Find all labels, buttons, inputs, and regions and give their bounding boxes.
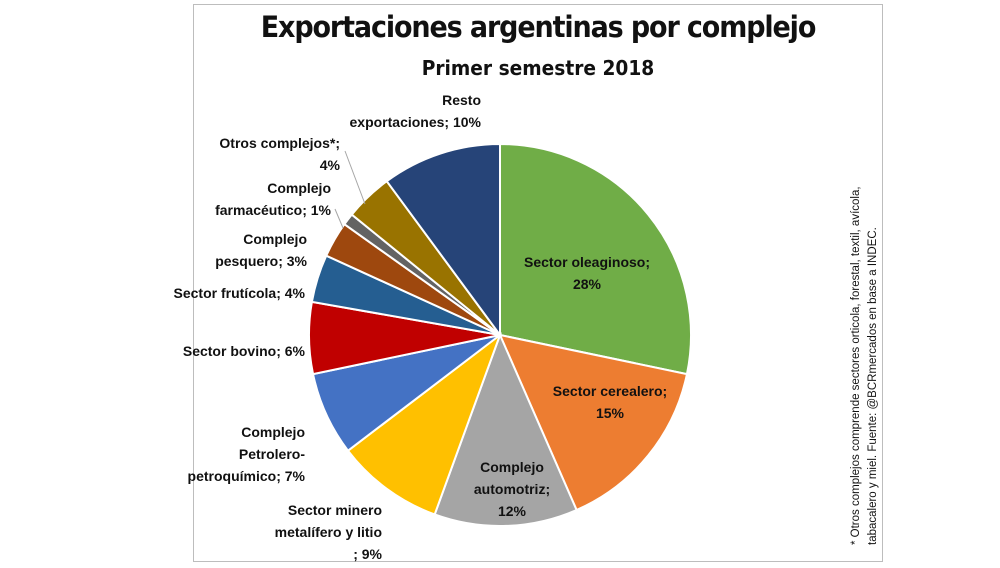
slice-label-line: Sector frutícola; 4% [174, 285, 306, 301]
pie-slice [346, 332, 503, 516]
slice-label: Sector minero metalífero y litio ; 9% [275, 502, 383, 562]
slice-label-line: 12% [498, 503, 527, 519]
slice-label: Complejo automotriz; 12% [474, 459, 550, 519]
slice-label-line: automotriz; [474, 481, 550, 497]
slice-label-line: Complejo [267, 180, 331, 196]
slice-label: Sector frutícola; 4% [174, 285, 306, 301]
slice-label-line: Complejo [241, 424, 305, 440]
slice-label: Sector bovino; 6% [183, 343, 306, 359]
slice-label: Sector oleaginoso; 28% [524, 254, 650, 292]
slice-label-line: ; 9% [353, 546, 382, 562]
slice-label-line: exportaciones; 10% [350, 114, 482, 130]
footnote-line-1: * Otros complejos comprende sectores ort… [850, 186, 862, 545]
slice-label-line: pesquero; 3% [215, 253, 307, 269]
slice-label-line: 15% [596, 405, 625, 421]
chart-subtitle: Primer semestre 2018 [421, 56, 655, 80]
slice-label: Complejo pesquero; 3% [215, 231, 307, 269]
slice-label-line: Petrolero- [239, 446, 305, 462]
footnote: * Otros complejos comprende sectores ort… [848, 105, 882, 545]
leader-line [334, 208, 344, 229]
slice-label: Complejo Petrolero-petroquímico; 7% [188, 424, 306, 484]
slice-label: Otros complejos*; 4% [219, 135, 340, 173]
slice-label: Complejo farmacéutico; 1% [215, 180, 331, 218]
pie-slice [498, 333, 689, 512]
slice-label-line: Complejo [480, 459, 544, 475]
chart-title: Exportaciones argentinas por complejo [260, 10, 817, 44]
slice-label-line: 28% [573, 276, 602, 292]
slice-label: Sector cerealero; 15% [553, 383, 667, 421]
slice-labels: Sector oleaginoso; 28% Sector cerealero; 15… [174, 92, 668, 562]
footnote-line-2: tabacalero y miel. Fuente: @BCRmercados … [867, 227, 879, 545]
pie-slices [308, 142, 692, 528]
leader-lines [334, 150, 366, 229]
slice-label-line: Sector minero [288, 502, 382, 518]
slice-label-line: Resto [442, 92, 481, 108]
slice-label-line: 4% [320, 157, 341, 173]
slice-label-line: Sector oleaginoso; [524, 254, 650, 270]
slice-label-line: Sector cerealero; [553, 383, 667, 399]
slice-label: Resto exportaciones; 10% [350, 92, 482, 130]
slice-label-line: Complejo [243, 231, 307, 247]
slice-label-line: petroquímico; 7% [188, 468, 306, 484]
pie-slice [499, 142, 692, 376]
slice-label-line: Otros complejos*; [219, 135, 340, 151]
leader-line [344, 150, 366, 205]
pie-slice [433, 332, 578, 528]
slice-label-line: metalífero y litio [275, 524, 382, 540]
slice-label-line: Sector bovino; 6% [183, 343, 306, 359]
pie-slice [385, 142, 501, 339]
slice-label-line: farmacéutico; 1% [215, 202, 331, 218]
